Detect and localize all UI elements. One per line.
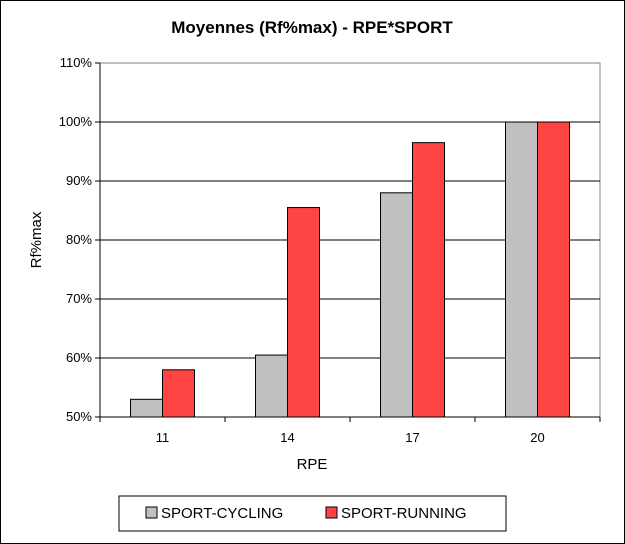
y-tick-label: 80%: [66, 232, 92, 247]
plot-area: 50% 60% 70% 80% 90% 100% 110% 11 14 17 20: [59, 55, 601, 445]
legend-swatch-cycling: [145, 506, 158, 519]
y-axis-ticks: 50% 60% 70% 80% 90% 100% 110%: [59, 55, 101, 424]
legend-box: [118, 495, 507, 532]
bar-sport-running-20: [537, 121, 570, 418]
x-axis-ticks: 11 14 17 20: [99, 416, 601, 445]
bar-sport-cycling-17: [380, 192, 413, 418]
x-tick-label: 20: [530, 430, 544, 445]
bar-sport-running-14: [287, 207, 320, 418]
legend-label-cycling: SPORT-CYCLING: [161, 505, 283, 522]
x-axis-label: RPE: [297, 456, 328, 473]
bar-sport-running-17: [412, 142, 445, 418]
y-tick-label: 50%: [66, 409, 92, 424]
bar-sport-cycling-14: [255, 354, 288, 418]
bar-sport-cycling-11: [130, 398, 163, 418]
bars: [130, 121, 570, 418]
y-tick-label: 110%: [60, 55, 93, 70]
legend: SPORT-CYCLING SPORT-RUNNING: [118, 495, 507, 532]
x-tick-label: 14: [280, 430, 294, 445]
y-axis-label: Rf%max: [28, 211, 45, 268]
x-tick-label: 17: [405, 430, 419, 445]
y-tick-label: 60%: [66, 350, 92, 365]
legend-label-running: SPORT-RUNNING: [341, 505, 467, 522]
legend-swatch-running: [325, 506, 338, 519]
x-tick-label: 11: [156, 430, 170, 445]
bar-sport-cycling-20: [505, 121, 538, 418]
bar-sport-running-11: [162, 369, 195, 418]
y-tick-label: 90%: [66, 173, 92, 188]
y-tick-label: 70%: [66, 291, 92, 306]
y-tick-label: 100%: [59, 114, 93, 129]
chart-title: Moyennes (Rf%max) - RPE*SPORT: [171, 18, 453, 37]
